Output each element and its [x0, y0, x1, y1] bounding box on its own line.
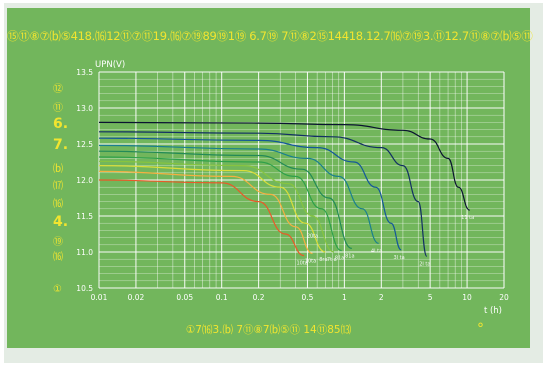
- y-tick-label: 12.5: [76, 140, 93, 149]
- chart-card: ⑮⑪⑧⑦⒝⑤418.⒃12⑪⑦⑪19.⒃⑦⑲89⑲1⑲ 6.7⑲ 7⑪⑧2⑮14…: [7, 8, 533, 348]
- chart-svg: 10.511.011.512.012.513.013.50.01 0.02 0.05…: [76, 60, 509, 316]
- left-label-10: ①: [53, 284, 62, 295]
- series-line-1: [98, 131, 428, 257]
- y-tick-label: 12.0: [76, 176, 93, 185]
- series-label-4: 81a: [345, 253, 354, 259]
- x-tick-label: 1: [342, 293, 347, 302]
- x-axis-label: t (h): [484, 306, 502, 316]
- series-line-8: [98, 170, 313, 254]
- x-tick-label: 20: [499, 293, 509, 302]
- y-tick-label: 10.5: [76, 284, 93, 293]
- series-label-1: 2l ta: [419, 261, 430, 267]
- series-label-2: 3l ta: [394, 255, 405, 261]
- y-tick-label: 11.5: [76, 212, 93, 221]
- left-label-0: ⑫: [53, 84, 63, 95]
- x-tick-label: 10: [462, 293, 472, 302]
- x-tick-label: 2: [379, 293, 384, 302]
- series-line-9: [98, 179, 305, 257]
- chart-title: ⑮⑪⑧⑦⒝⑤418.⒃12⑪⑦⑪19.⒃⑦⑲89⑲1⑲ 6.7⑲ 7⑪⑧2⑮14…: [7, 29, 533, 43]
- left-label-8: ⑲: [53, 237, 63, 248]
- x-tick-label: 0.5: [301, 293, 313, 302]
- series-line-0: [98, 121, 470, 211]
- series-label-0: 11 ta: [461, 215, 474, 221]
- series-label-8: 10ta: [305, 258, 316, 264]
- series-label-7: 8ra: [319, 257, 327, 263]
- left-label-6: ⒃: [53, 199, 63, 210]
- series-line-3: [98, 144, 379, 244]
- x-tick-label: 0.1: [216, 293, 228, 302]
- left-label-2: 6.: [53, 116, 69, 132]
- series-line-5: [98, 156, 342, 252]
- series-line-4: [98, 150, 353, 249]
- x-tick-label: 0.01: [91, 293, 108, 302]
- series-line-7: [98, 165, 326, 253]
- chart-annotation: 20ta: [307, 234, 318, 240]
- x-tick-label: 0.2: [253, 293, 265, 302]
- left-label-9: ⒃: [53, 252, 63, 263]
- series-line-2: [98, 137, 402, 251]
- degree-mark: °: [477, 321, 484, 337]
- x-tick-label: 0.02: [128, 293, 145, 302]
- y-tick-label: 13.5: [76, 68, 93, 77]
- bottom-caption: ①7⒃3.⒝ 7⑪⑧7⒝⑤⑪ 14⑪85⒀: [185, 324, 352, 336]
- series-line-6: [98, 160, 335, 253]
- series-label-6: 7t a: [327, 257, 337, 263]
- y-tick-label: 11.0: [76, 248, 93, 257]
- left-label-5: ⒄: [53, 181, 63, 192]
- left-label-1: ⑪: [53, 103, 63, 114]
- left-label-3: 7.: [53, 137, 69, 153]
- x-tick-label: 5: [428, 293, 433, 302]
- y-tick-label: 13.0: [76, 104, 93, 113]
- y-axis-label: UPN(V): [95, 60, 125, 70]
- left-label-4: ⒝: [53, 164, 63, 175]
- series-label-5: 81a: [335, 256, 344, 262]
- series-label-9: 10ta: [296, 261, 307, 267]
- x-tick-label: 0.05: [176, 293, 193, 302]
- left-label-7: 4.: [53, 214, 69, 230]
- series-label-3: 4l ta: [371, 248, 382, 254]
